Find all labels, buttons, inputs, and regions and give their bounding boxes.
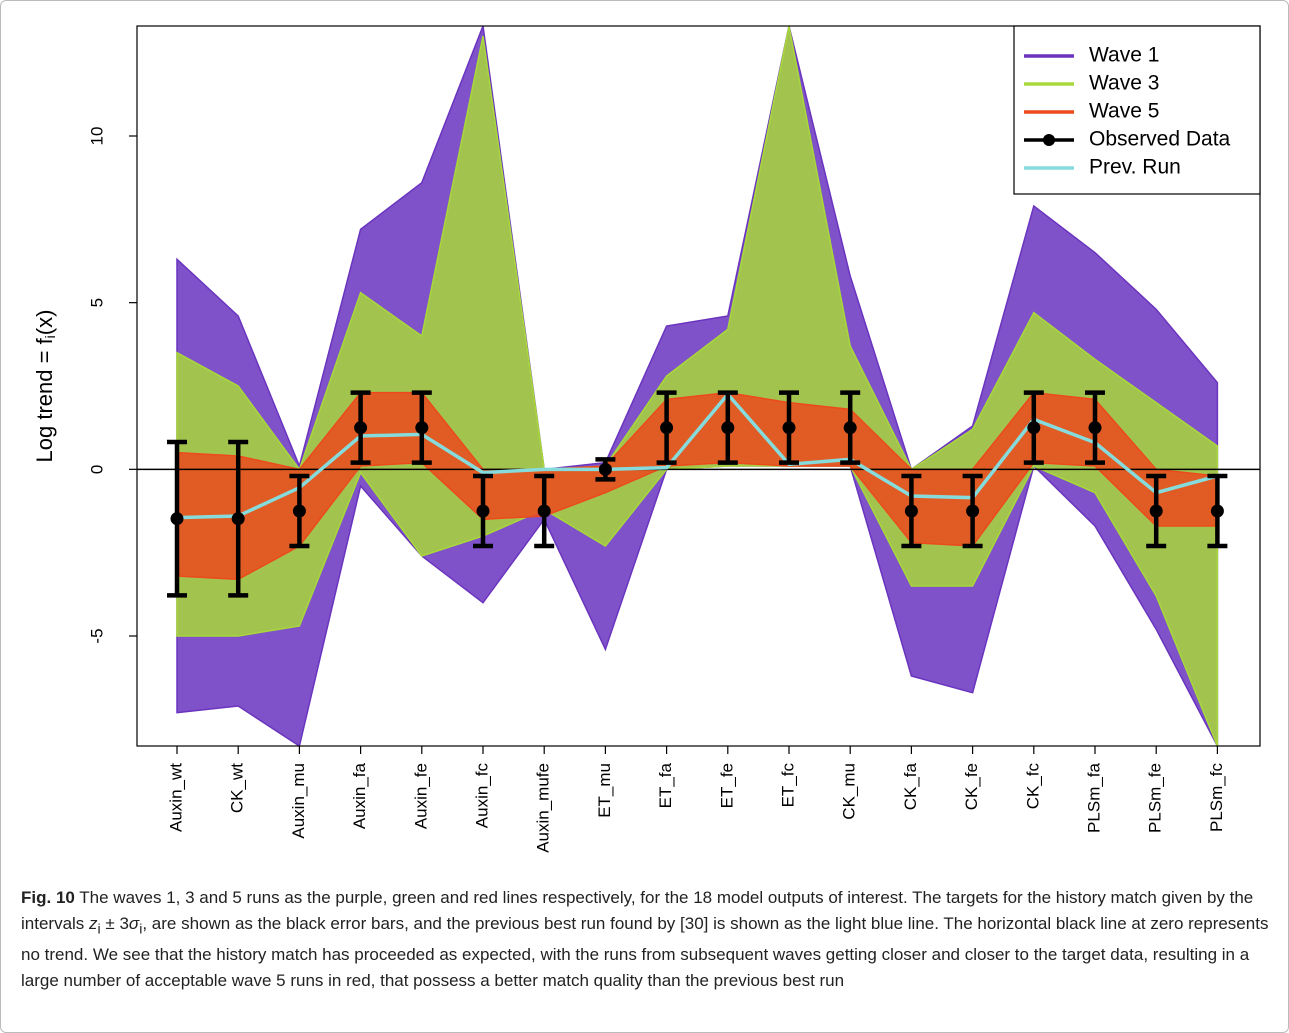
x-tick-label: CK_mu — [840, 763, 859, 820]
observed-point — [231, 512, 245, 526]
observed-point — [904, 504, 918, 518]
y-label-sub: i — [42, 335, 58, 338]
caption-text: The waves 1, 3 and 5 runs as the purple,… — [21, 888, 1254, 933]
x-tick-label: CK_wt — [228, 763, 247, 813]
caption-text: , are shown as the black error bars, and… — [21, 914, 1269, 991]
caption-label: Fig. 10 — [21, 888, 75, 907]
observed-point — [415, 421, 429, 435]
legend-label: Observed Data — [1089, 128, 1231, 151]
observed-point — [1088, 421, 1102, 435]
prev-run-line — [176, 391, 1218, 520]
legend-dot — [1043, 134, 1055, 146]
y-tick-label: 10 — [87, 127, 106, 146]
x-tick-label: CK_fa — [901, 762, 920, 810]
x-tick-label: Auxin_fc — [472, 763, 491, 829]
observed-point — [1149, 504, 1163, 518]
observed-point — [1210, 504, 1224, 518]
caption-math: z — [89, 914, 98, 933]
y-tick-label: -5 — [87, 628, 106, 643]
observed-point — [843, 421, 857, 435]
legend: Wave 1 Wave 3 Wave 5 Observed Data Prev. Run — [1013, 25, 1261, 195]
legend-label: Wave 3 — [1089, 72, 1159, 95]
x-tick-label: ET_fe — [717, 763, 736, 808]
observed-point — [1027, 421, 1041, 435]
caption-math: ± 3 — [100, 914, 129, 933]
observed-point — [537, 504, 551, 518]
observed-point — [721, 421, 735, 435]
y-label-text: (x) — [32, 310, 57, 336]
y-axis-label: Log trend = fi(x) — [32, 310, 58, 463]
x-tick-label: PLSm_fa — [1084, 762, 1103, 832]
legend-label: Wave 5 — [1089, 100, 1159, 123]
x-tick-label: CK_fe — [962, 763, 981, 810]
x-tick-label: PLSm_fc — [1207, 763, 1226, 832]
y-label-text: Log trend = f — [32, 337, 57, 462]
x-tick-label: Auxin_mu — [289, 763, 308, 839]
legend-label: Wave 1 — [1089, 44, 1159, 67]
x-tick-label: Auxin_fa — [350, 762, 369, 829]
observed-point — [354, 421, 368, 435]
observed-point — [476, 504, 490, 518]
y-tick-label: 5 — [87, 298, 106, 307]
observed-point — [782, 421, 796, 435]
plot-frame — [136, 25, 1261, 747]
x-tick-label: Auxin_fe — [411, 763, 430, 829]
caption-math: i — [97, 921, 101, 938]
caption-math: i — [139, 921, 143, 938]
x-tick-label: PLSm_fe — [1146, 763, 1165, 833]
legend-box — [1013, 25, 1261, 195]
x-tick-label: Auxin_mufe — [534, 763, 553, 853]
observed-point — [292, 504, 306, 518]
x-tick-label: ET_mu — [595, 763, 614, 818]
y-tick-label: 0 — [87, 465, 106, 474]
observed-point — [598, 462, 612, 476]
caption: Fig. 10 The waves 1, 3 and 5 runs as the… — [21, 885, 1271, 994]
x-tick-label: CK_fc — [1023, 763, 1042, 810]
observed-point — [170, 512, 184, 526]
x-tick-label: ET_fa — [656, 762, 675, 808]
chart: Log trend = fi(x) -5 0 5 10 Auxin_wt CK_wt Aux… — [32, 25, 1261, 853]
x-tick-label: Auxin_wt — [166, 763, 185, 832]
caption-math: σ — [128, 914, 140, 933]
legend-label: Prev. Run — [1089, 156, 1181, 179]
x-tick-label: ET_fc — [778, 763, 797, 808]
observed-point — [966, 504, 980, 518]
observed-point — [660, 421, 674, 435]
